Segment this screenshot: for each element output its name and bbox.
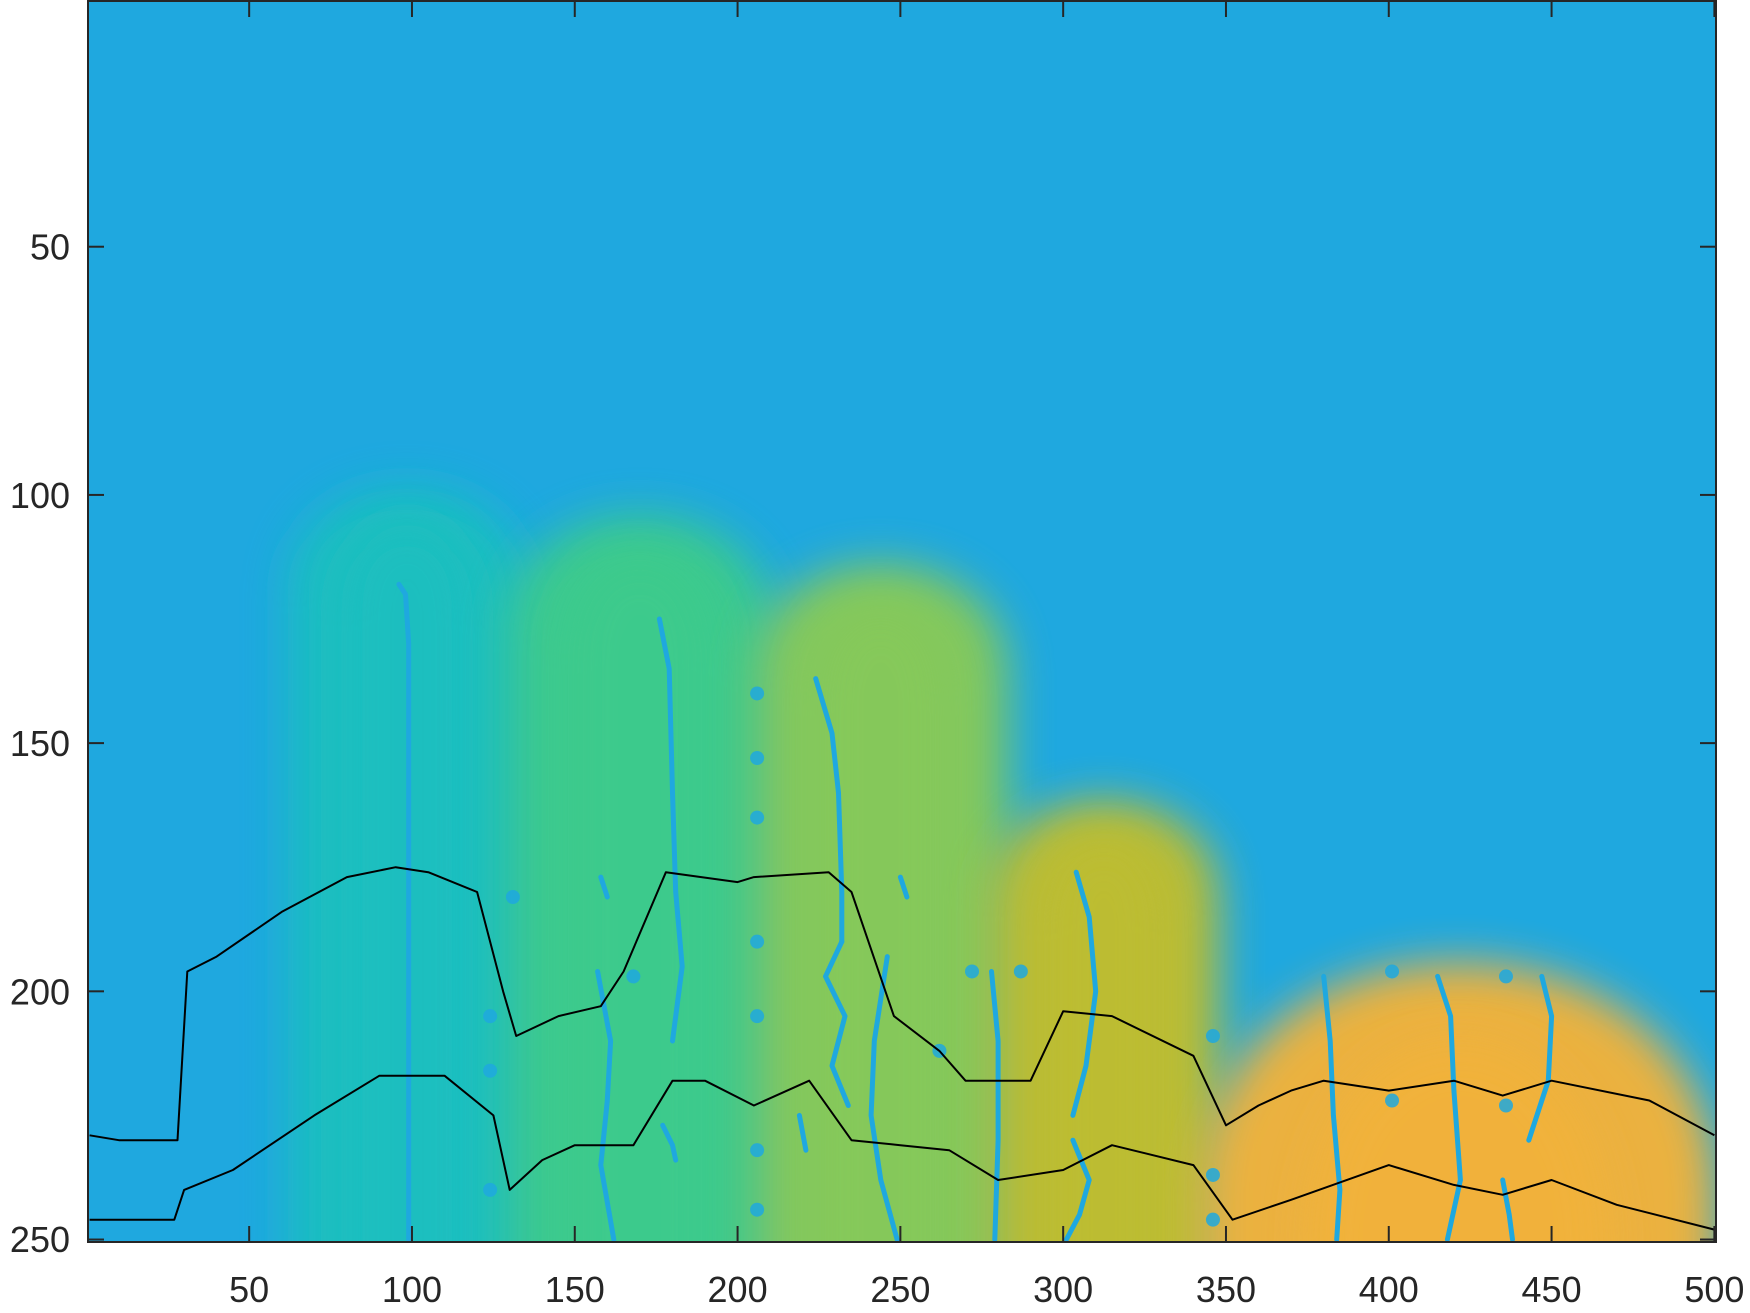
plot-frame (87, 0, 1717, 1243)
streak-layer (396, 581, 1555, 1242)
streak-14 (897, 874, 910, 900)
x-tick-label-350: 350 (1196, 1269, 1256, 1310)
series-line-0 (89, 866, 1715, 1142)
streak-6 (989, 969, 1001, 1242)
streak-11 (1526, 973, 1555, 1143)
marker-13 (1205, 1212, 1220, 1227)
y-tick-label-100: 100 (10, 475, 70, 516)
x-tick-label-300: 300 (1033, 1269, 1093, 1310)
x-tick-label-250: 250 (870, 1269, 930, 1310)
marker-19 (1013, 964, 1028, 979)
x-tick-label-200: 200 (708, 1269, 768, 1310)
x-tick-label-100: 100 (382, 1269, 442, 1310)
marker-20 (626, 969, 641, 984)
y-tick-label-50: 50 (30, 227, 70, 268)
streak-12 (1500, 1177, 1515, 1242)
streak-1 (656, 616, 685, 1044)
y-tick-label-200: 200 (10, 971, 70, 1012)
series-layer (89, 866, 1715, 1231)
marker-14 (1385, 964, 1400, 979)
x-axis: 50 100 150 200 250 300 350 400 450 500 (229, 1, 1744, 1310)
marker-10 (505, 890, 520, 905)
streak-2 (813, 676, 845, 945)
marker-4 (750, 1009, 765, 1024)
marker-layer (483, 686, 1513, 1227)
marker-2 (750, 810, 765, 825)
x-tick-label-450: 450 (1522, 1269, 1582, 1310)
x-tick-label-500: 500 (1684, 1269, 1744, 1310)
streak-5 (868, 954, 900, 1242)
streak-15 (660, 1122, 679, 1163)
heatmap-core-2 (810, 600, 952, 1242)
heatmap-core-1 (565, 553, 715, 1242)
y-tick-label-250: 250 (10, 1219, 70, 1260)
marker-8 (483, 1063, 498, 1078)
marker-11 (1205, 1028, 1220, 1043)
marker-18 (965, 964, 980, 979)
marker-3 (750, 934, 765, 949)
streak-13 (598, 874, 610, 900)
heatmap-core-3 (1040, 833, 1168, 1242)
marker-5 (750, 1143, 765, 1158)
marker-12 (1205, 1167, 1220, 1182)
streak-7 (1070, 869, 1099, 1118)
y-tick-label-150: 150 (10, 723, 70, 764)
series-line-1 (89, 1074, 1715, 1231)
streak-10 (1435, 973, 1463, 1242)
marker-17 (1498, 1098, 1513, 1113)
marker-9 (483, 1182, 498, 1197)
y-axis: 50 100 150 200 250 (10, 227, 1716, 1260)
streak-9 (1321, 973, 1343, 1242)
marker-0 (750, 686, 765, 701)
marker-6 (750, 1202, 765, 1217)
x-tick-label-400: 400 (1359, 1269, 1419, 1310)
streak-16 (796, 1112, 809, 1153)
marker-15 (1385, 1093, 1400, 1108)
marker-1 (750, 751, 765, 766)
heatmap-regions (288, 488, 1716, 1242)
plot-area (87, 0, 1717, 1243)
streak-3 (823, 939, 851, 1108)
x-tick-label-150: 150 (545, 1269, 605, 1310)
streak-0 (396, 581, 412, 1242)
x-tick-label-50: 50 (229, 1269, 269, 1310)
marker-7 (483, 1009, 498, 1024)
streak-4 (595, 969, 617, 1242)
marker-16 (1498, 969, 1513, 984)
